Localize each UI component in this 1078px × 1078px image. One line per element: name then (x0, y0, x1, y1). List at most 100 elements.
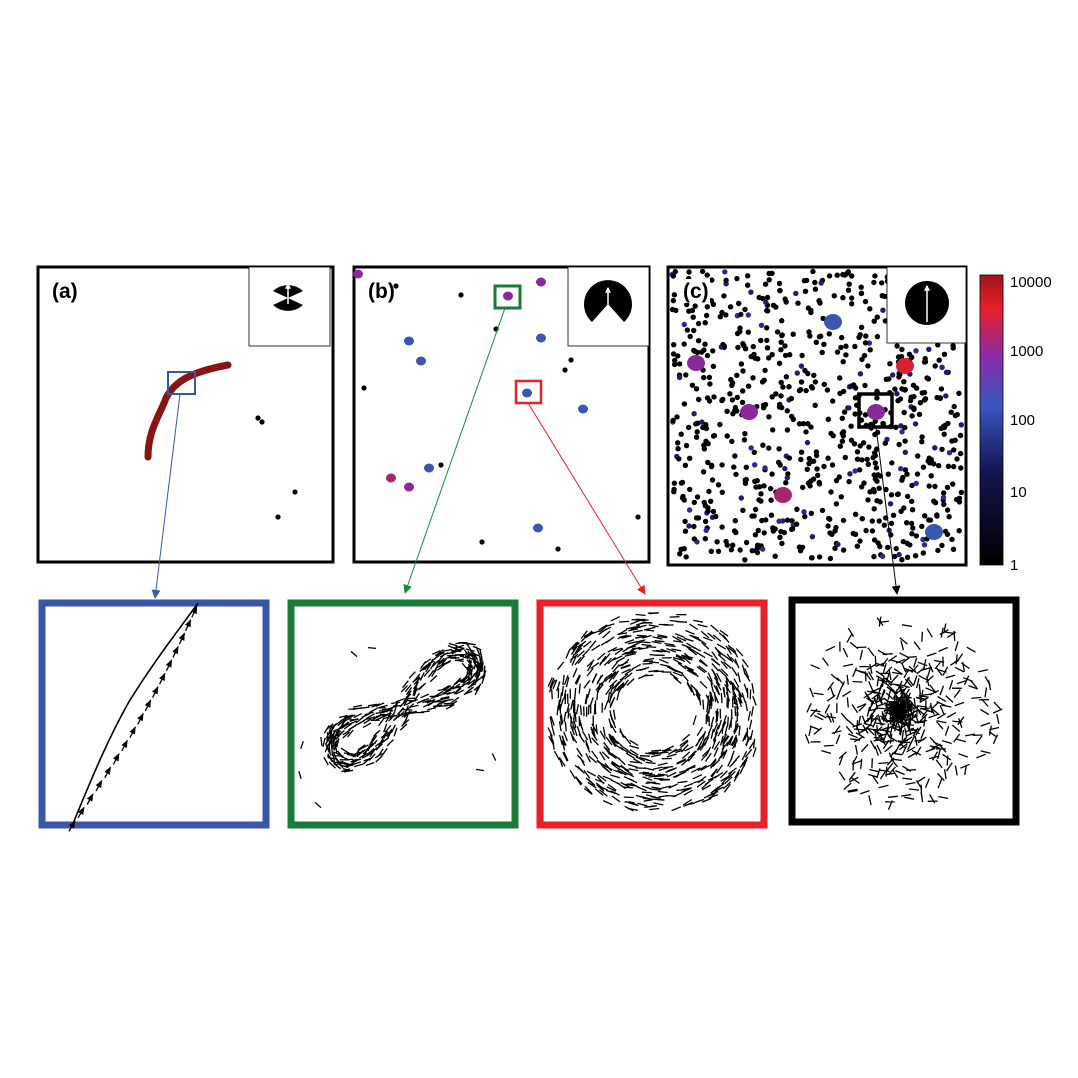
agent-arrow (745, 736, 752, 746)
agent-arrow (612, 670, 620, 680)
agent-dot (829, 531, 835, 537)
agent-arrow (846, 633, 853, 643)
agent-dot (908, 520, 915, 527)
agent-arrow (980, 722, 991, 727)
agent-dot (865, 497, 871, 503)
agent-arrow (635, 756, 646, 762)
panel-c-clusters (687, 314, 943, 540)
agent-dot (749, 513, 755, 519)
agent-arrow (734, 658, 740, 669)
agent-arrow (298, 771, 302, 779)
agent-arrow (884, 744, 893, 753)
agent-arrow (658, 658, 669, 664)
agent-arrow (731, 682, 739, 692)
agent-dot (479, 539, 485, 545)
agent-arrow (925, 687, 936, 693)
agent-arrow (683, 789, 693, 796)
agent-arrow (562, 752, 568, 762)
agent-arrow (558, 734, 563, 745)
agent-dot (825, 416, 831, 422)
agent-arrow (701, 737, 707, 748)
agent-arrow (366, 716, 376, 720)
agent-dot (743, 476, 749, 483)
agent-dot (721, 293, 727, 299)
agent-arrow (685, 629, 695, 635)
agent-dot (957, 432, 964, 439)
agent-arrow (335, 732, 343, 741)
agent-arrow (77, 806, 85, 819)
agent-arrow (165, 659, 173, 672)
agent-arrow (721, 733, 728, 743)
zoom-red-frame (536, 599, 768, 829)
selector-blue (167, 371, 196, 395)
agent-arrow (621, 658, 630, 667)
agent-dot (798, 379, 805, 385)
agent-arrow (963, 675, 970, 686)
agent-arrow (867, 708, 878, 712)
agent-dot (863, 527, 869, 534)
agent-dot (852, 511, 859, 517)
agent-dot (840, 547, 847, 553)
agent-dot (783, 299, 789, 305)
colorbar-gradient (979, 274, 1004, 566)
agent-arrow (553, 750, 560, 761)
agent-arrow (336, 750, 344, 759)
agent-arrow (584, 631, 594, 638)
agent-dot (691, 499, 697, 506)
agent-arrow (903, 736, 913, 743)
agent-arrow (710, 786, 719, 794)
agent-arrow (874, 746, 880, 756)
agent-arrow (904, 727, 915, 733)
agent-arrow (423, 669, 431, 677)
agent-arrow (602, 726, 606, 737)
agent-arrow (928, 755, 940, 760)
agent-dot (871, 279, 877, 286)
agent-arrow (595, 724, 598, 735)
agent-arrow (453, 687, 462, 695)
agent-arrow (900, 741, 911, 744)
agent-dot (794, 370, 800, 376)
agent-dot (752, 506, 759, 513)
agent-arrow (926, 668, 931, 679)
selector-black (857, 392, 894, 429)
agent-dot (907, 542, 913, 548)
panel-a-inset (248, 266, 331, 347)
agent-arrow (377, 739, 383, 749)
agent-dot (693, 386, 700, 392)
agent-arrow (454, 648, 465, 652)
agent-dot (714, 539, 720, 545)
agent-dot (809, 534, 816, 540)
agent-arrow (685, 645, 695, 654)
agent-arrow (885, 692, 894, 700)
agent-arrow (408, 671, 416, 679)
agent-arrow (915, 746, 922, 756)
agent-dot (800, 484, 806, 491)
agent-arrow (711, 651, 719, 661)
agent-arrow (642, 776, 653, 781)
agent-arrow (984, 687, 988, 698)
agent-arrow (884, 666, 893, 675)
agent-arrow (931, 701, 940, 710)
agent-arrow (901, 729, 905, 740)
agent-arrow (751, 683, 755, 694)
agent-arrow (332, 727, 342, 732)
agent-arrow (629, 739, 639, 747)
agent-arrow (620, 781, 630, 788)
agent-dot (885, 471, 891, 477)
connector-green (403, 307, 506, 594)
agent-arrow (612, 681, 621, 690)
agent-dot (690, 314, 696, 320)
agent-dot (756, 497, 762, 503)
agent-arrow (552, 739, 555, 750)
agent-arrow (466, 659, 474, 668)
agent-dot (890, 512, 897, 518)
agent-arrow (563, 675, 569, 685)
agent-dot (686, 269, 692, 275)
agent-arrow (895, 658, 906, 664)
agent-arrow (689, 623, 699, 631)
agent-arrow (964, 764, 967, 776)
agent-arrow (476, 675, 484, 682)
agent-arrow (616, 740, 625, 749)
agent-dot (872, 460, 878, 466)
agent-arrow (651, 786, 662, 790)
